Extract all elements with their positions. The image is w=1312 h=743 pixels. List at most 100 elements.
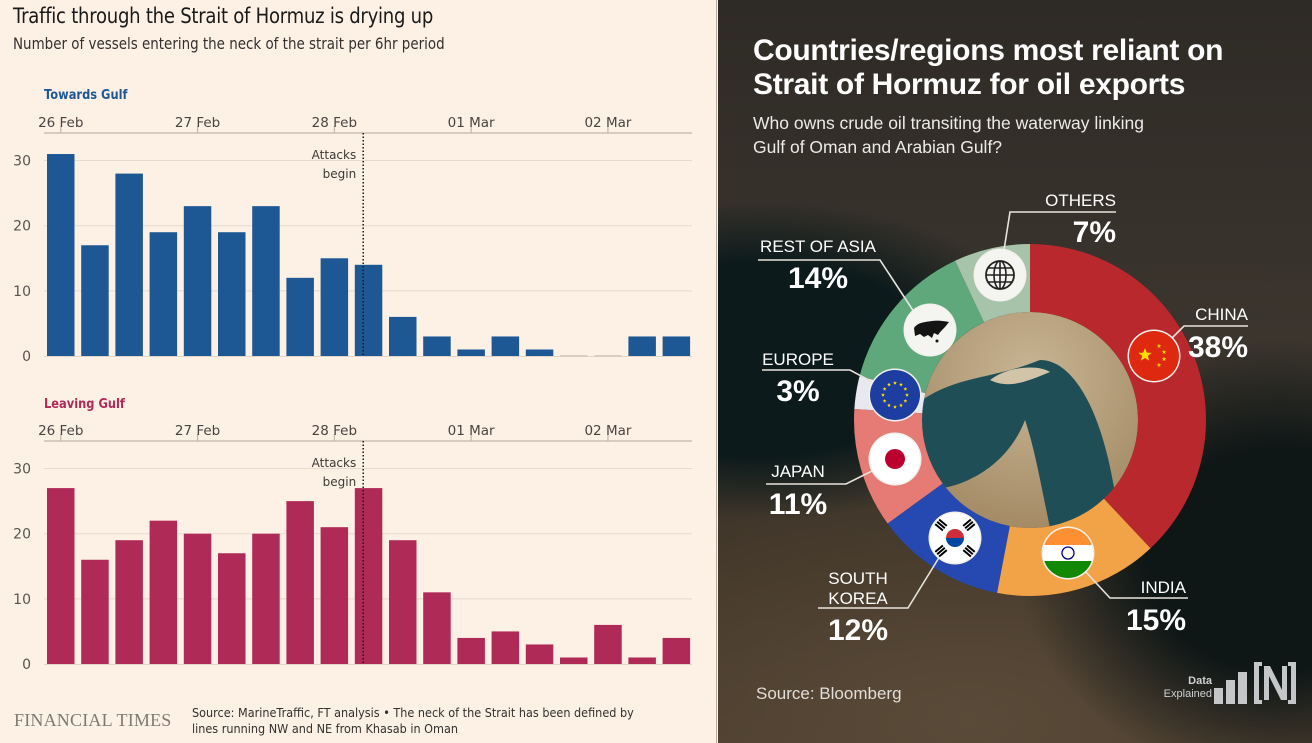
bar	[183, 206, 212, 356]
bar	[47, 488, 75, 664]
bar	[286, 501, 314, 664]
x-tick-label: 01 Mar	[448, 115, 495, 131]
slice-value-south-korea: 12%	[828, 614, 888, 647]
donut-title-line1: Countries/regions most reliant on	[753, 34, 1224, 67]
x-tick-label: 26 Feb	[38, 115, 83, 131]
ft-chart-subtitle: Number of vessels entering the neck of t…	[13, 34, 445, 53]
bar	[491, 336, 520, 356]
bar	[560, 657, 588, 664]
slice-value-europe: 3%	[776, 375, 819, 408]
eu-flag-icon	[868, 368, 922, 422]
y-tick-label: 10	[13, 284, 31, 300]
donut-subtitle: Who owns crude oil transiting the waterw…	[753, 111, 1144, 159]
annotation-line2: begin	[323, 475, 357, 489]
leader-line-china	[1169, 325, 1248, 341]
x-tick-label: 27 Feb	[175, 423, 220, 439]
bar	[662, 336, 691, 356]
leader-line-south-korea	[818, 555, 941, 609]
bar	[81, 245, 109, 356]
south-korea-flag-icon	[928, 511, 982, 565]
ft-source-note: Source: MarineTraffic, FT analysis • The…	[192, 705, 634, 736]
n-logo-icon	[1254, 662, 1296, 704]
bar	[320, 258, 349, 356]
x-tick-label: 02 Mar	[584, 423, 631, 439]
brand-explained-text: Explained	[1163, 688, 1212, 700]
bar	[320, 527, 349, 664]
y-tick-label: 30	[13, 154, 31, 170]
annotation-line1: Attacks	[312, 456, 357, 470]
x-tick-label: 26 Feb	[38, 423, 83, 439]
reliance-donut-panel: Countries/regions most reliant on Strait…	[718, 0, 1312, 743]
bar	[525, 349, 554, 356]
slice-value-japan: 11%	[769, 488, 827, 521]
towards-gulf-chart: 0 10 20 30 26 Feb 27 Feb 28 Feb 01 Mar 02 Mar Att…	[13, 115, 692, 365]
bar	[662, 637, 691, 664]
bar	[252, 206, 280, 356]
x-tick-label: 02 Mar	[584, 115, 631, 131]
towards-gulf-label: Towards Gulf	[44, 88, 128, 103]
map-water	[922, 360, 1120, 528]
bar	[354, 488, 383, 664]
donut-slice-china	[1030, 244, 1206, 549]
annotation-line1: Attacks	[312, 148, 357, 162]
bar	[47, 154, 75, 356]
bar-chart-logo-icon	[1214, 662, 1296, 704]
slice-label-japan: JAPAN	[771, 462, 825, 481]
y-tick-label: 20	[13, 219, 31, 235]
x-tick-label: 28 Feb	[312, 115, 357, 131]
leader-line-others	[1003, 211, 1116, 251]
y-tick-label: 10	[13, 592, 31, 608]
ft-chart-title: Traffic through the Strait of Hormuz is …	[13, 4, 434, 28]
bar	[115, 540, 143, 664]
bar	[389, 540, 417, 664]
leader-line-europe	[762, 369, 879, 386]
strait-map-image	[922, 312, 1138, 528]
leader-line-japan	[766, 467, 879, 485]
y-tick-label: 0	[22, 349, 31, 365]
donut-subtitle-line1: Who owns crude oil transiting the waterw…	[753, 113, 1145, 133]
bar	[457, 349, 485, 356]
bar	[389, 316, 417, 356]
brand-data-text: Data	[1188, 675, 1212, 687]
y-tick-label: 20	[13, 527, 31, 543]
annotation-line2: begin	[323, 167, 357, 181]
bar	[183, 533, 212, 664]
china-flag-icon	[1127, 329, 1181, 383]
x-tick-label: 27 Feb	[175, 115, 220, 131]
asia-map-icon	[903, 303, 957, 357]
india-flag-icon	[1041, 526, 1095, 580]
bar	[115, 173, 143, 356]
slice-value-others: 7%	[1073, 216, 1116, 249]
vessel-bar-charts: 0 10 20 30 26 Feb 27 Feb 28 Feb 01 Mar 02 Mar Att…	[13, 115, 692, 673]
x-tick-label: 28 Feb	[312, 423, 357, 439]
globe-icon	[973, 248, 1027, 302]
bar	[286, 277, 314, 356]
slice-label-rest-of-asia: REST OF ASIA	[760, 237, 877, 256]
donut-title: Countries/regions most reliant on Strait…	[753, 34, 1223, 102]
bar	[423, 336, 451, 356]
map-island	[990, 367, 1050, 385]
bar	[628, 336, 656, 356]
bar	[149, 520, 178, 664]
y-tick-label: 30	[13, 462, 31, 478]
leaving-gulf-chart: 0 10 20 30 26 Feb 27 Feb 28 Feb 01 Mar 02 Mar Att…	[13, 423, 692, 673]
japan-flag-icon	[868, 432, 922, 486]
donut-title-line2: Strait of Hormuz for oil exports	[753, 68, 1186, 101]
donut-source: Source: Bloomberg	[756, 684, 902, 703]
x-tick-label: 01 Mar	[448, 423, 495, 439]
bar	[525, 644, 554, 664]
slice-label-south-korea-line2: KOREA	[828, 589, 888, 608]
ft-logo: FINANCIAL TIMES	[14, 710, 172, 730]
leader-line-india	[1083, 569, 1188, 599]
y-tick-label: 0	[22, 657, 31, 673]
slice-label-south-korea-line1: SOUTH	[828, 569, 888, 588]
slice-value-india: 15%	[1126, 604, 1186, 637]
leaving-gulf-label: Leaving Gulf	[44, 397, 125, 412]
bar	[594, 624, 622, 664]
slice-label-china: CHINA	[1195, 305, 1249, 324]
bar	[628, 657, 656, 664]
ft-chart-panel: Traffic through the Strait of Hormuz is …	[13, 0, 717, 743]
slice-value-rest-of-asia: 14%	[788, 262, 848, 295]
slice-label-others: OTHERS	[1045, 191, 1116, 210]
